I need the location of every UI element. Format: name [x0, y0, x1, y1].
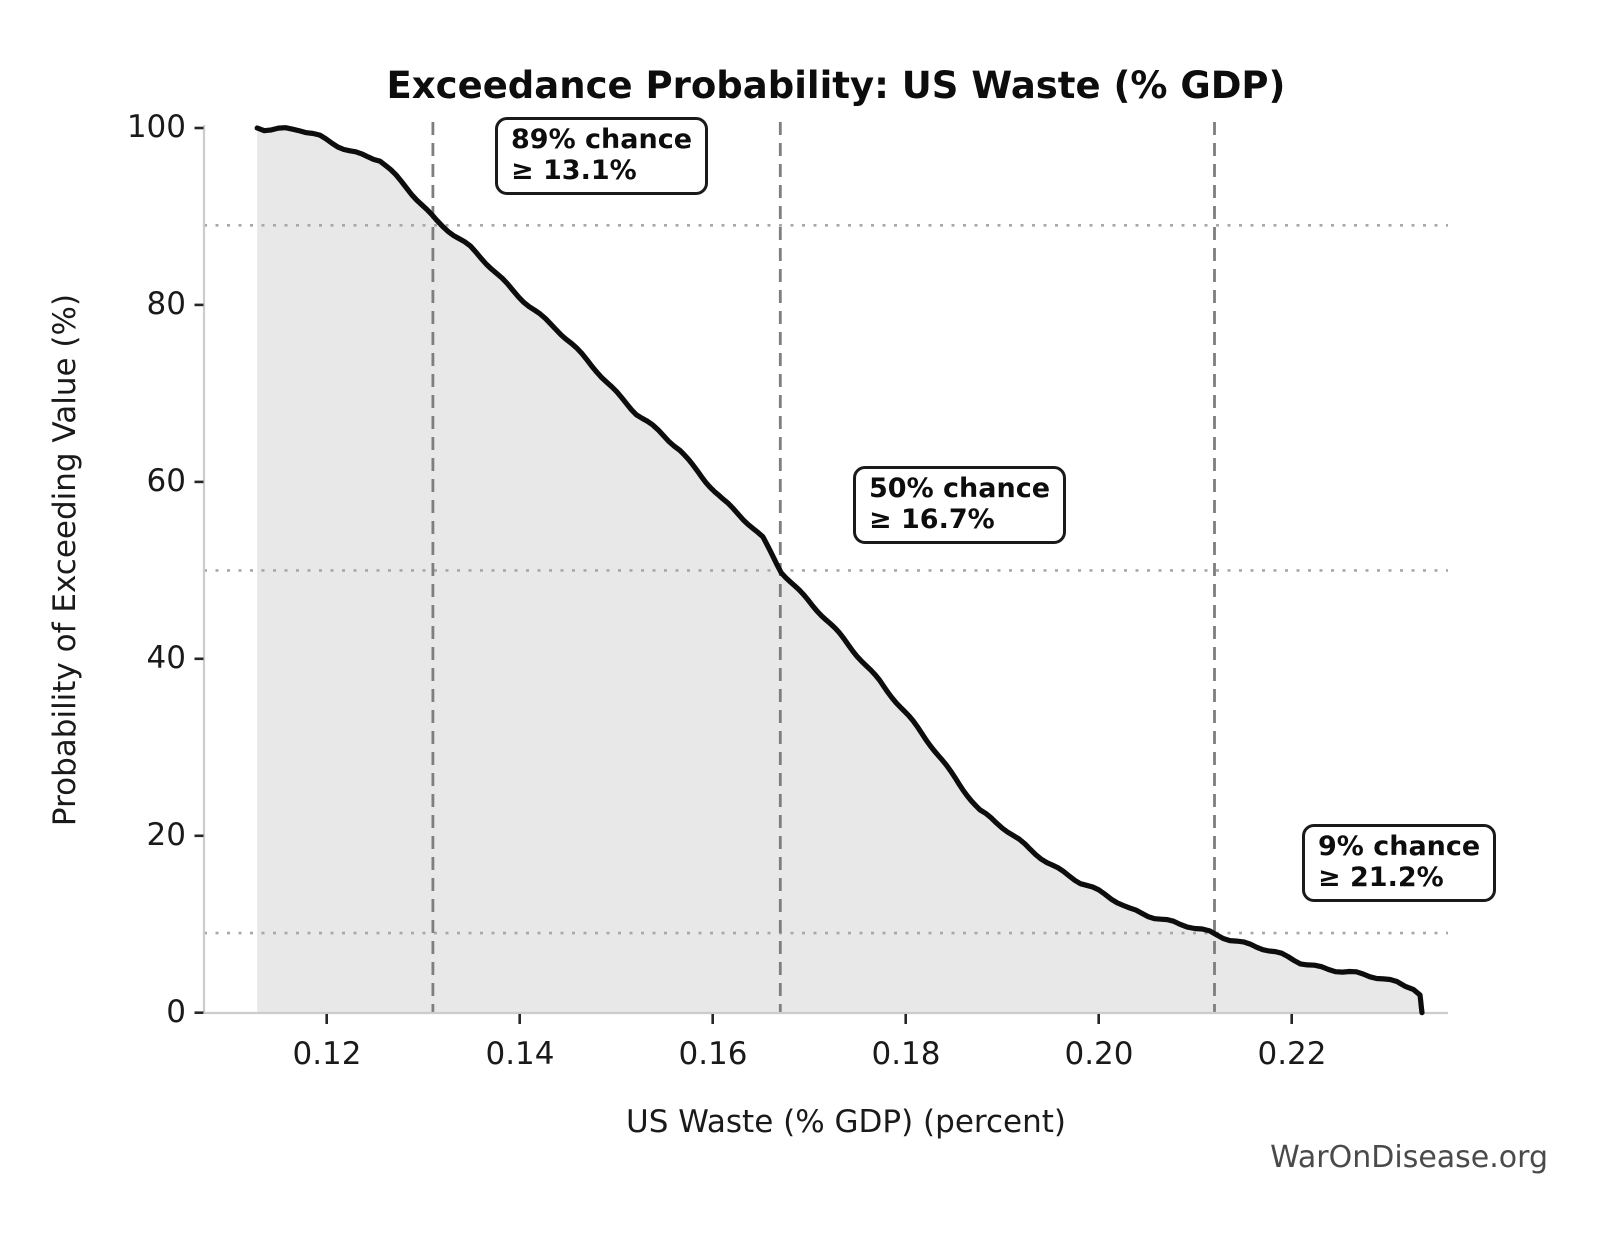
- x-tick-label: 0.14: [485, 1036, 555, 1072]
- annotation-9pct-line1: 9% chance: [1318, 831, 1481, 862]
- x-tick-label: 0.12: [292, 1036, 362, 1072]
- x-tick-label: 0.18: [871, 1036, 941, 1072]
- y-tick-label: 80: [146, 286, 186, 322]
- annotation-50pct-line1: 50% chance: [869, 473, 1051, 504]
- y-tick-label: 40: [146, 640, 186, 676]
- x-tick-label: 0.16: [678, 1036, 748, 1072]
- x-tick-label: 0.22: [1257, 1036, 1327, 1072]
- chart-title: Exceedance Probability: US Waste (% GDP): [386, 64, 1286, 107]
- annotation-89pct-line2: ≥ 13.1%: [511, 155, 637, 186]
- y-axis-label: Probability of Exceeding Value (%): [47, 293, 84, 827]
- annotation-89pct-line1: 89% chance: [511, 124, 693, 155]
- y-tick-label: 0: [166, 994, 186, 1030]
- annotation-89pct: 89% chance ≥ 13.1%: [495, 117, 709, 195]
- x-tick-label: 0.20: [1064, 1036, 1134, 1072]
- watermark: WarOnDisease.org: [1270, 1140, 1548, 1175]
- y-tick-label: 100: [126, 109, 186, 145]
- annotation-50pct: 50% chance ≥ 16.7%: [853, 466, 1067, 544]
- y-axis-label-wrap: Probability of Exceeding Value (%): [20, 260, 110, 860]
- annotation-50pct-line2: ≥ 16.7%: [869, 504, 995, 535]
- x-axis-label: US Waste (% GDP) (percent): [626, 1104, 1066, 1140]
- annotation-9pct-line2: ≥ 21.2%: [1318, 862, 1444, 893]
- y-tick-label: 60: [146, 463, 186, 499]
- y-tick-label: 20: [146, 817, 186, 853]
- exceedance-curve: [254, 125, 1425, 1016]
- area-fill: [257, 127, 1423, 1013]
- annotation-9pct: 9% chance ≥ 21.2%: [1302, 824, 1497, 902]
